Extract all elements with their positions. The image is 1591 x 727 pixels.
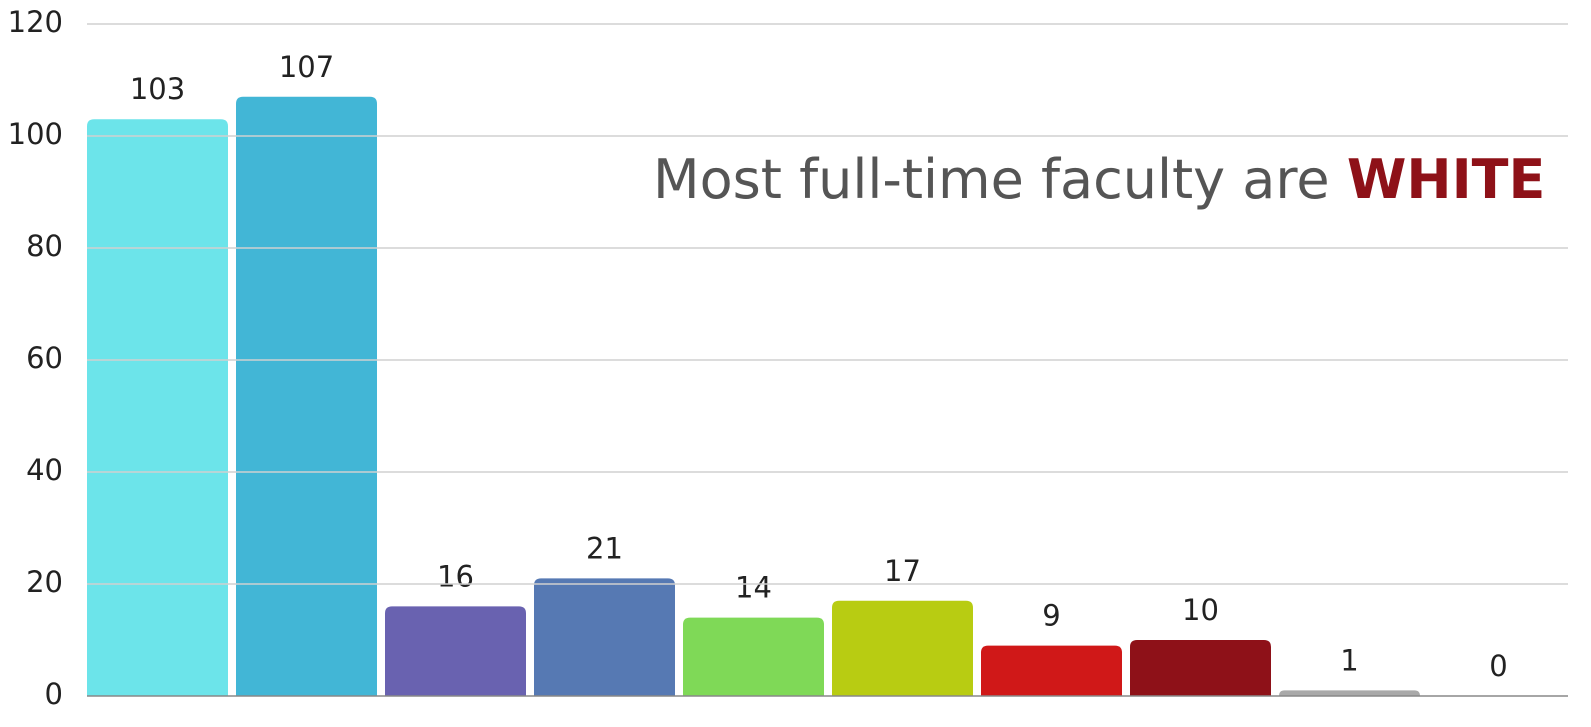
- data-label: 103: [130, 72, 185, 106]
- data-label: 16: [437, 559, 474, 593]
- y-tick-label: 120: [8, 5, 63, 39]
- y-tick-label: 20: [26, 565, 63, 599]
- annotation: Most full-time faculty are WHITE: [653, 148, 1545, 211]
- data-label: 21: [586, 531, 623, 565]
- bar: [87, 119, 228, 696]
- bar: [1130, 640, 1271, 696]
- data-label: 0: [1489, 649, 1507, 683]
- y-tick-label: 80: [26, 229, 63, 263]
- data-label: 17: [884, 554, 921, 588]
- bar: [385, 606, 526, 696]
- bar: [236, 96, 377, 697]
- bar: [981, 645, 1122, 696]
- y-tick-label: 40: [26, 453, 63, 487]
- bar: [1279, 690, 1420, 696]
- annotation-highlight: WHITE: [1347, 148, 1546, 211]
- bar: [832, 600, 973, 696]
- data-label: 14: [735, 571, 772, 605]
- bar: [683, 617, 824, 696]
- data-label: 107: [279, 50, 334, 84]
- data-label: 1: [1340, 643, 1358, 677]
- data-label: 10: [1182, 593, 1219, 627]
- bar: [534, 578, 675, 696]
- data-label: 9: [1042, 599, 1060, 633]
- annotation-text: Most full-time faculty are: [653, 148, 1347, 211]
- y-tick-label: 0: [45, 677, 63, 711]
- y-tick-label: 100: [8, 117, 63, 151]
- y-tick-label: 60: [26, 341, 63, 375]
